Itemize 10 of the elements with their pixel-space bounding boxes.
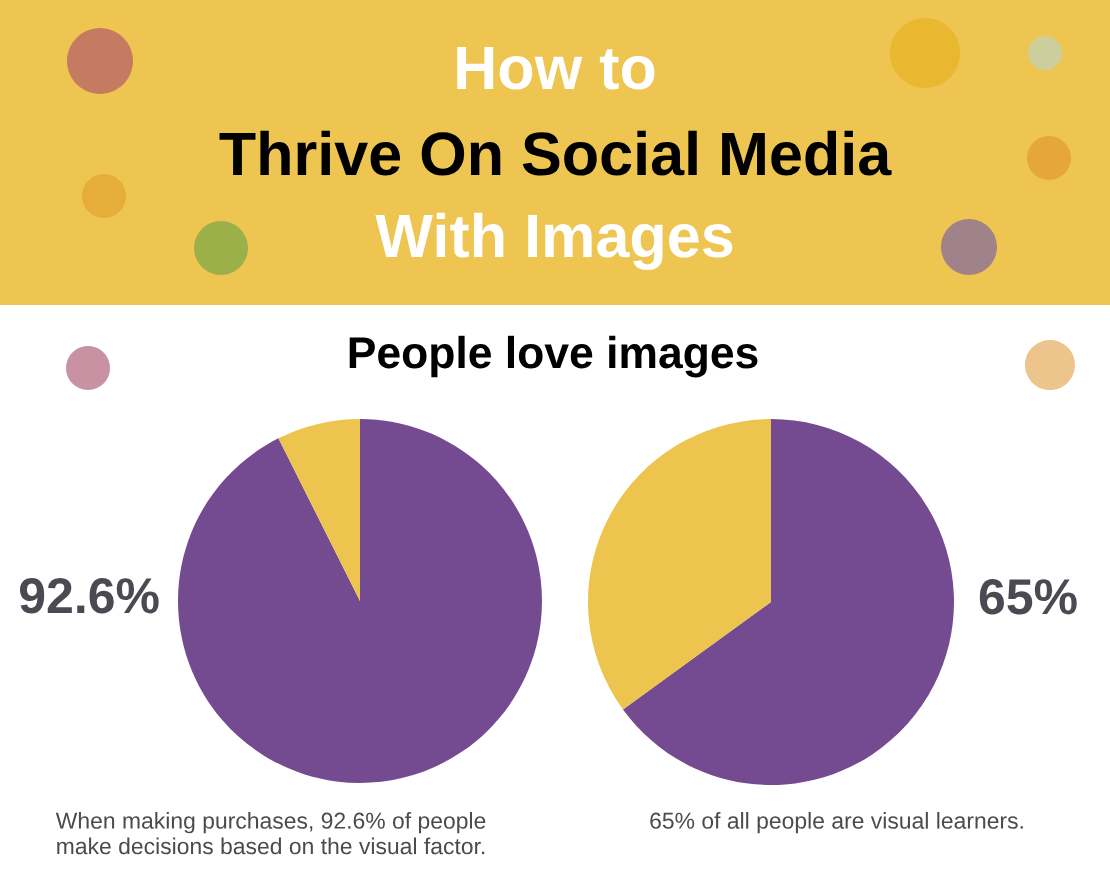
chart-title: How to Thrive On Social Media With Images: [219, 46, 892, 270]
pie-slice: [278, 419, 360, 601]
text: When making purchases, 92.6% of people make decisions based on the visual factor.: [55, 812, 486, 855]
text: 65% of all people are visual learners.: [650, 812, 1023, 834]
pie-slice: [178, 419, 542, 783]
pie-slice: [622, 419, 954, 785]
pie-slice: [588, 419, 771, 710]
data-label: 65%: [979, 579, 1077, 615]
data-label: 92.6%: [19, 578, 159, 614]
chart-subtitle: People love images: [349, 335, 758, 378]
